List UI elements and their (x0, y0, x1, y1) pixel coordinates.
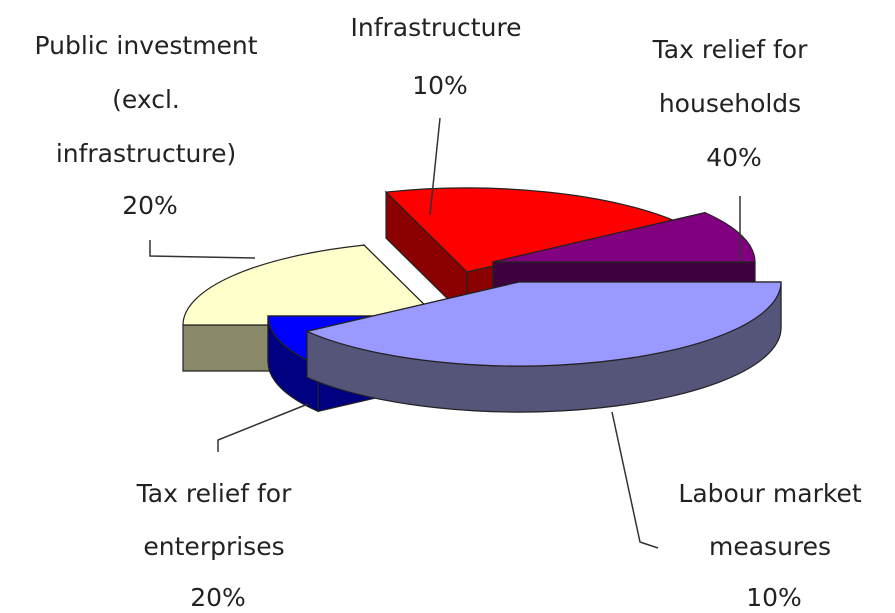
label-enterprises: Tax relief for enterprises 20% (136, 479, 300, 612)
label-households: Tax relief for households 40% (652, 35, 816, 172)
label-labour-line-1: Labour market (678, 479, 861, 508)
label-public-line-1: Public investment (34, 31, 257, 60)
label-public: Public investment (excl. infrastructure)… (34, 31, 265, 220)
label-public-line-3: infrastructure) (56, 139, 236, 168)
leader-line-infra (429, 117, 441, 216)
label-households-pct: 40% (706, 143, 762, 172)
label-labour-line-2: measures (709, 532, 831, 561)
pie-slices (182, 187, 782, 413)
leader-line-public (149, 240, 256, 259)
label-labour-pct: 10% (746, 583, 802, 612)
label-enterprises-line-1: Tax relief for (136, 479, 292, 508)
label-public-pct: 20% (122, 191, 178, 220)
slice-infra-top (492, 211, 756, 263)
label-enterprises-pct: 20% (190, 583, 246, 612)
label-infra-line-1: Infrastructure (350, 13, 521, 42)
label-households-line-1: Tax relief for (652, 35, 808, 64)
slice-households (305, 281, 782, 413)
leader-line-enterprises (217, 403, 309, 452)
leader-line-labour (611, 411, 659, 549)
label-public-line-2: (excl. (112, 85, 180, 114)
label-enterprises-line-2: enterprises (143, 532, 284, 561)
label-infra: Infrastructure 10% (350, 13, 529, 100)
label-households-line-2: households (659, 89, 801, 118)
label-infra-pct: 10% (412, 71, 468, 100)
slice-public-top (384, 187, 681, 273)
label-labour: Labour market measures 10% (678, 479, 869, 612)
slice-enterprises-top (182, 244, 447, 326)
slice-households-top (305, 281, 782, 367)
